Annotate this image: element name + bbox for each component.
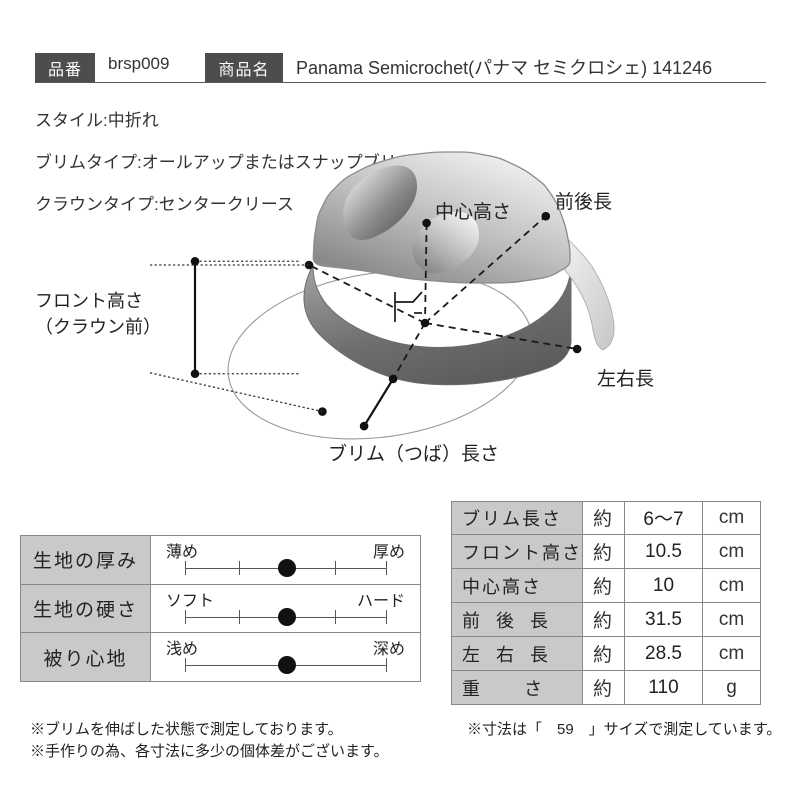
svg-text:中心高さ: 中心高さ — [435, 201, 511, 223]
svg-text:左右長: 左右長 — [597, 368, 654, 390]
svg-text:ブリム（つば）長さ: ブリム（つば）長さ — [328, 442, 499, 465]
svg-text:前後長: 前後長 — [555, 191, 612, 213]
